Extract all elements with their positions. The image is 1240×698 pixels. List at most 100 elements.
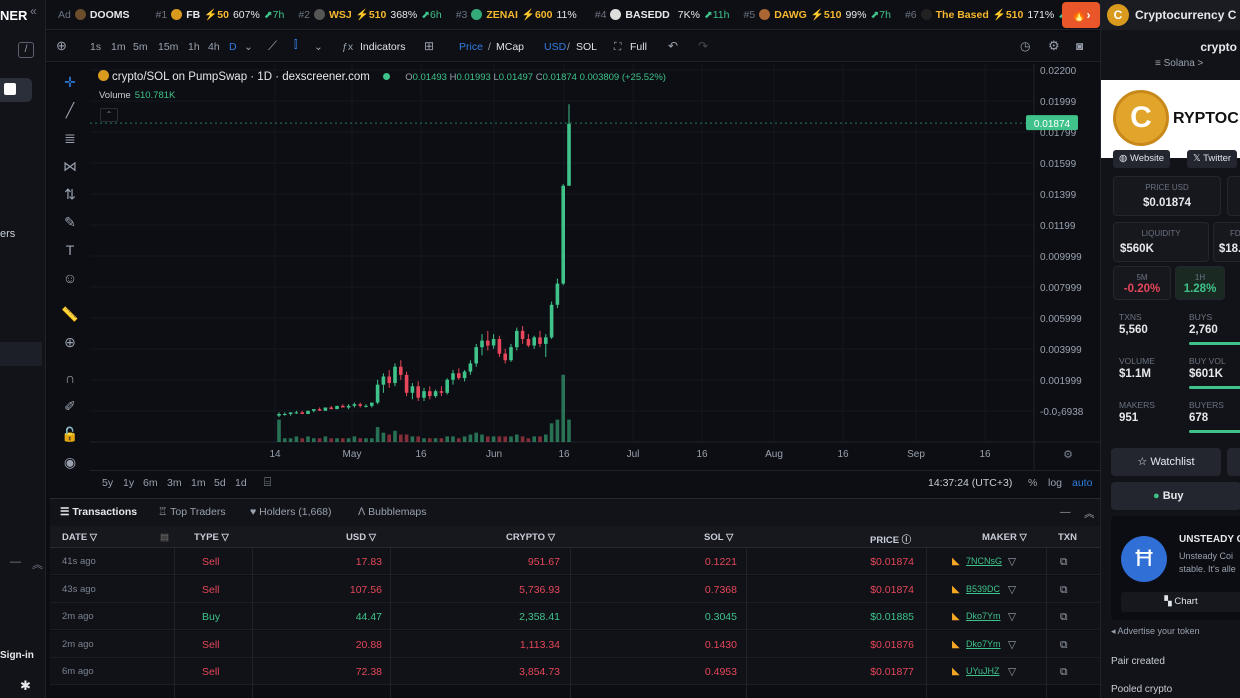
col-crypto[interactable]: CRYPTO ▽: [506, 532, 556, 543]
table-row[interactable]: 2m ago Sell 20.88 1,113.34 0.1430 $0.01876 ◣ Dk…: [50, 630, 1100, 658]
indicators-button[interactable]: Indicators: [360, 41, 406, 53]
col-maker[interactable]: MAKER ▽: [982, 532, 1027, 543]
price-chart[interactable]: 0.02200 0.01999 0.01799 0.01599 0.01399 0.011…: [90, 64, 1100, 496]
percent-scale-toggle[interactable]: %: [1028, 477, 1038, 489]
minimize-panel-icon[interactable]: —: [1060, 506, 1071, 518]
maker-filter-icon[interactable]: ▽: [1008, 611, 1017, 623]
maker-filter-icon[interactable]: ▽: [1008, 583, 1017, 596]
pattern-icon[interactable]: ⋈: [63, 158, 77, 174]
txn-link-icon[interactable]: ⧉: [1060, 666, 1068, 678]
tab-holders[interactable]: ♥ Holders (1,668): [250, 506, 332, 518]
candle-type-icon[interactable]: ⫿: [294, 39, 298, 51]
table-row[interactable]: 41s ago Sell 17.83 951.67 0.1221 $0.01874 ◣ 7NC…: [50, 548, 1100, 575]
table-row[interactable]: 6m ago Sell 72.38 3,854.73 0.4953 $0.01877 ◣ UY…: [50, 658, 1100, 685]
lock-icon[interactable]: 🔓: [61, 426, 79, 442]
fib-lines-icon[interactable]: ≣: [64, 130, 76, 146]
redo-icon[interactable]: ↷: [698, 39, 709, 53]
chart-settings-icon[interactable]: ⚙: [1048, 38, 1060, 53]
crosshair-icon[interactable]: ✛: [64, 74, 76, 90]
mcap-toggle[interactable]: MCap: [496, 41, 525, 53]
tab-top-traders[interactable]: ♖ Top Traders: [158, 506, 226, 518]
row-maker[interactable]: Dko7Ym: [966, 638, 1001, 649]
maker-filter-icon[interactable]: ▽: [1008, 638, 1017, 651]
collapse-sidebar-icon[interactable]: «: [30, 4, 37, 18]
fullscreen-icon[interactable]: ⛶: [614, 41, 622, 53]
text-tool-icon[interactable]: T: [65, 242, 75, 258]
timeframe-15m[interactable]: 15m: [158, 41, 179, 53]
search-shortcut-hint[interactable]: /: [18, 42, 34, 58]
advertise-link[interactable]: ◂ Advertise your token: [1111, 626, 1200, 636]
minimize-icon[interactable]: —: [10, 556, 21, 568]
usd-toggle[interactable]: USD: [544, 41, 567, 53]
candlestick-chart-svg[interactable]: 0.02200 0.01999 0.01799 0.01599 0.01399 0.011…: [90, 64, 1100, 470]
col-type[interactable]: TYPE ▽: [194, 532, 229, 543]
timeframe-1s[interactable]: 1s: [90, 41, 102, 53]
sponsored-ad[interactable]: Ħ UNSTEADY C Unsteady Coi stable. It's a…: [1111, 516, 1240, 620]
range-1d[interactable]: 1d: [235, 477, 247, 489]
legend-collapse-icon[interactable]: ⌃: [100, 108, 118, 122]
sign-in-link[interactable]: Sign-in: [0, 650, 34, 661]
txn-link-icon[interactable]: ⧉: [1060, 556, 1068, 568]
timeframe-1m[interactable]: 1m: [111, 41, 126, 53]
tab-transactions[interactable]: ☰ Transactions: [60, 506, 138, 518]
range-5d[interactable]: 5d: [214, 477, 226, 489]
expand-up-icon[interactable]: ︽: [32, 559, 43, 571]
row-maker[interactable]: 7NCNsG: [966, 556, 1003, 566]
log-scale-toggle[interactable]: log: [1048, 477, 1063, 489]
tab-bubblemaps[interactable]: ᐱ Bubblemaps: [358, 506, 427, 518]
chain-breadcrumb[interactable]: ≡ Solana >: [1155, 58, 1204, 69]
ticker-item[interactable]: Ad DOOMS: [58, 9, 142, 21]
txn-link-icon[interactable]: ⧉: [1060, 638, 1068, 651]
timeframe-1h[interactable]: 1h: [188, 41, 200, 53]
emoji-icon[interactable]: ☺: [62, 270, 78, 286]
col-date-toggle-icon[interactable]: ▤: [160, 532, 169, 543]
replay-icon[interactable]: ◷: [1020, 39, 1031, 53]
table-row[interactable]: 2m ago Buy 44.47 2,358.41 0.3045 $0.01885 ◣ Dko…: [50, 603, 1100, 630]
range-5y[interactable]: 5y: [102, 477, 114, 489]
change-5m[interactable]: 5M -0.20%: [1113, 266, 1171, 300]
line-chart-icon[interactable]: ⟋: [268, 38, 278, 53]
change-1h[interactable]: 1H 1.28%: [1175, 266, 1225, 300]
zoom-in-icon[interactable]: ⊕: [64, 334, 76, 350]
col-price[interactable]: PRICE ⓘ: [870, 535, 912, 546]
ticker-item[interactable]: #2 WSJ ⚡510 368% ⬈6h: [298, 8, 441, 22]
ticker-item[interactable]: #5 DAWG ⚡510 99% ⬈7h: [744, 8, 891, 22]
projection-icon[interactable]: ⇅: [64, 186, 76, 202]
alert-button[interactable]: [1227, 448, 1240, 476]
maker-filter-icon[interactable]: ▽: [1008, 666, 1017, 678]
col-usd[interactable]: USD ▽: [346, 532, 377, 543]
txn-link-icon[interactable]: ⧉: [1060, 583, 1068, 596]
full-button[interactable]: Full: [630, 41, 647, 53]
twitter-button[interactable]: 𝕏 Twitter: [1187, 150, 1238, 168]
date-range-icon[interactable]: ⌸: [264, 475, 272, 489]
lock-drawing-icon[interactable]: ✐: [64, 398, 76, 414]
trending-fire-button[interactable]: 🔥›: [1062, 2, 1100, 28]
timeframe-chevron-down-icon[interactable]: ⌄: [244, 41, 253, 53]
txn-link-icon[interactable]: ⧉: [1060, 611, 1068, 623]
camera-icon[interactable]: ◙: [1076, 39, 1084, 53]
indicators-icon[interactable]: ƒx: [342, 41, 354, 53]
sol-toggle[interactable]: SOL: [576, 41, 598, 53]
row-maker[interactable]: UYuJHZ: [966, 666, 1000, 676]
table-row[interactable]: 43s ago Sell 107.56 5,736.93 0.7368 $0.01874 ◣…: [50, 575, 1100, 603]
eye-icon[interactable]: ◉: [63, 454, 77, 470]
add-symbol-icon[interactable]: ⊕: [56, 38, 67, 53]
chart-clock[interactable]: 14:37:24 (UTC+3): [928, 477, 1013, 489]
timeframe-d[interactable]: D: [229, 41, 237, 53]
row-maker[interactable]: B539DC: [966, 583, 1001, 594]
magnet-icon[interactable]: ∩: [64, 370, 76, 386]
maker-filter-icon[interactable]: ▽: [1008, 556, 1017, 568]
ticker-item[interactable]: #4 BASEDD 7K% ⬈11h: [595, 9, 730, 21]
range-3m[interactable]: 3m: [167, 477, 182, 489]
ticker-item[interactable]: #1 FB ⚡50 607% ⬈7h: [156, 8, 285, 22]
range-1m[interactable]: 1m: [191, 477, 206, 489]
brush-icon[interactable]: ✎: [64, 214, 76, 230]
watchlist-button[interactable]: ☆ Watchlist: [1111, 448, 1221, 476]
sidebar-item-active[interactable]: [0, 78, 32, 102]
range-1y[interactable]: 1y: [123, 477, 135, 489]
ad-chart-button[interactable]: ▚ Chart: [1121, 592, 1240, 612]
sidebar-item-highlight[interactable]: [0, 342, 42, 366]
layout-grid-icon[interactable]: ⊞: [424, 39, 435, 53]
auto-scale-toggle[interactable]: auto: [1072, 477, 1093, 489]
